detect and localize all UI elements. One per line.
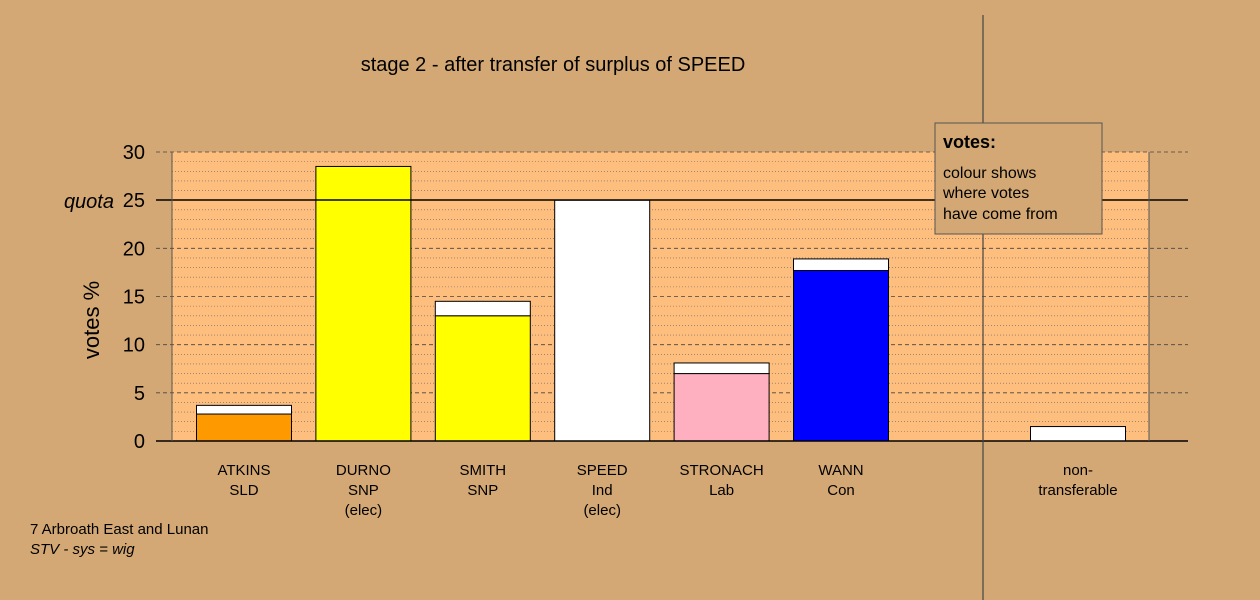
candidate-smith-label-1: SMITH xyxy=(459,462,506,479)
candidate-stronach-label-2: Lab xyxy=(709,482,734,499)
candidate-stronach-transfer-bar xyxy=(673,362,770,375)
legend-box xyxy=(934,122,1103,235)
candidate-atkins-base-bar xyxy=(196,413,292,442)
footer-system: STV - sys = wig xyxy=(30,541,135,558)
candidate-speed-base-bar xyxy=(554,199,651,442)
candidate-durno-label-2: SNP xyxy=(348,482,379,499)
candidate-durno-label-3: (elec) xyxy=(345,502,383,519)
candidate-stronach-base-bar xyxy=(673,373,770,442)
legend-line-3: have come from xyxy=(943,206,1058,223)
candidate-wann-label-1: WANN xyxy=(818,462,863,479)
candidate-labels: ATKINS SLD DURNO SNP (elec) SMITH SNP SPEED Ind (… xyxy=(217,462,1117,519)
candidate-speed-label-2: Ind xyxy=(592,482,613,499)
candidate-smith-base-bar xyxy=(434,315,531,442)
chart-title: stage 2 - after transfer of surplus of S… xyxy=(361,54,746,76)
y-tick-label: 10 xyxy=(123,335,145,357)
nontransferable-base-bar xyxy=(1030,426,1126,442)
y-tick-label: 25 xyxy=(123,190,145,212)
y-tick-label: 5 xyxy=(134,383,145,405)
candidate-atkins-transfer-bar xyxy=(196,404,292,415)
legend-line-2: where votes xyxy=(942,185,1029,202)
y-tick-labels: 0 5 10 15 20 25 30 xyxy=(123,142,145,453)
quota-label: quota xyxy=(64,191,114,213)
y-tick-label: 0 xyxy=(134,431,145,453)
legend-line-1: colour shows xyxy=(943,165,1036,182)
nontransferable-label-1: non- xyxy=(1063,462,1093,479)
candidate-atkins-label-1: ATKINS xyxy=(217,462,270,479)
footer-ward: 7 Arbroath East and Lunan xyxy=(30,521,208,538)
legend: votes: colour shows where votes have com… xyxy=(934,122,1103,235)
legend-title: votes: xyxy=(943,132,996,152)
y-tick-label: 30 xyxy=(123,142,145,164)
candidate-stronach-label-1: STRONACH xyxy=(680,462,764,479)
candidate-wann-transfer-bar xyxy=(793,258,889,271)
candidate-atkins-label-2: SLD xyxy=(229,482,258,499)
candidate-smith-label-2: SNP xyxy=(467,482,498,499)
candidate-durno-base-bar xyxy=(315,165,412,442)
candidate-wann-base-bar xyxy=(793,269,889,442)
candidate-speed-label-3: (elec) xyxy=(583,502,621,519)
candidate-smith-transfer-bar xyxy=(434,300,531,317)
candidate-wann-label-2: Con xyxy=(827,482,855,499)
candidate-speed-label-1: SPEED xyxy=(577,462,628,479)
y-axis-label: votes % xyxy=(79,281,104,359)
candidate-durno-label-1: DURNO xyxy=(336,462,391,479)
y-tick-label: 20 xyxy=(123,238,145,260)
nontransferable-label-2: transferable xyxy=(1038,482,1117,499)
y-tick-label: 15 xyxy=(123,287,145,309)
